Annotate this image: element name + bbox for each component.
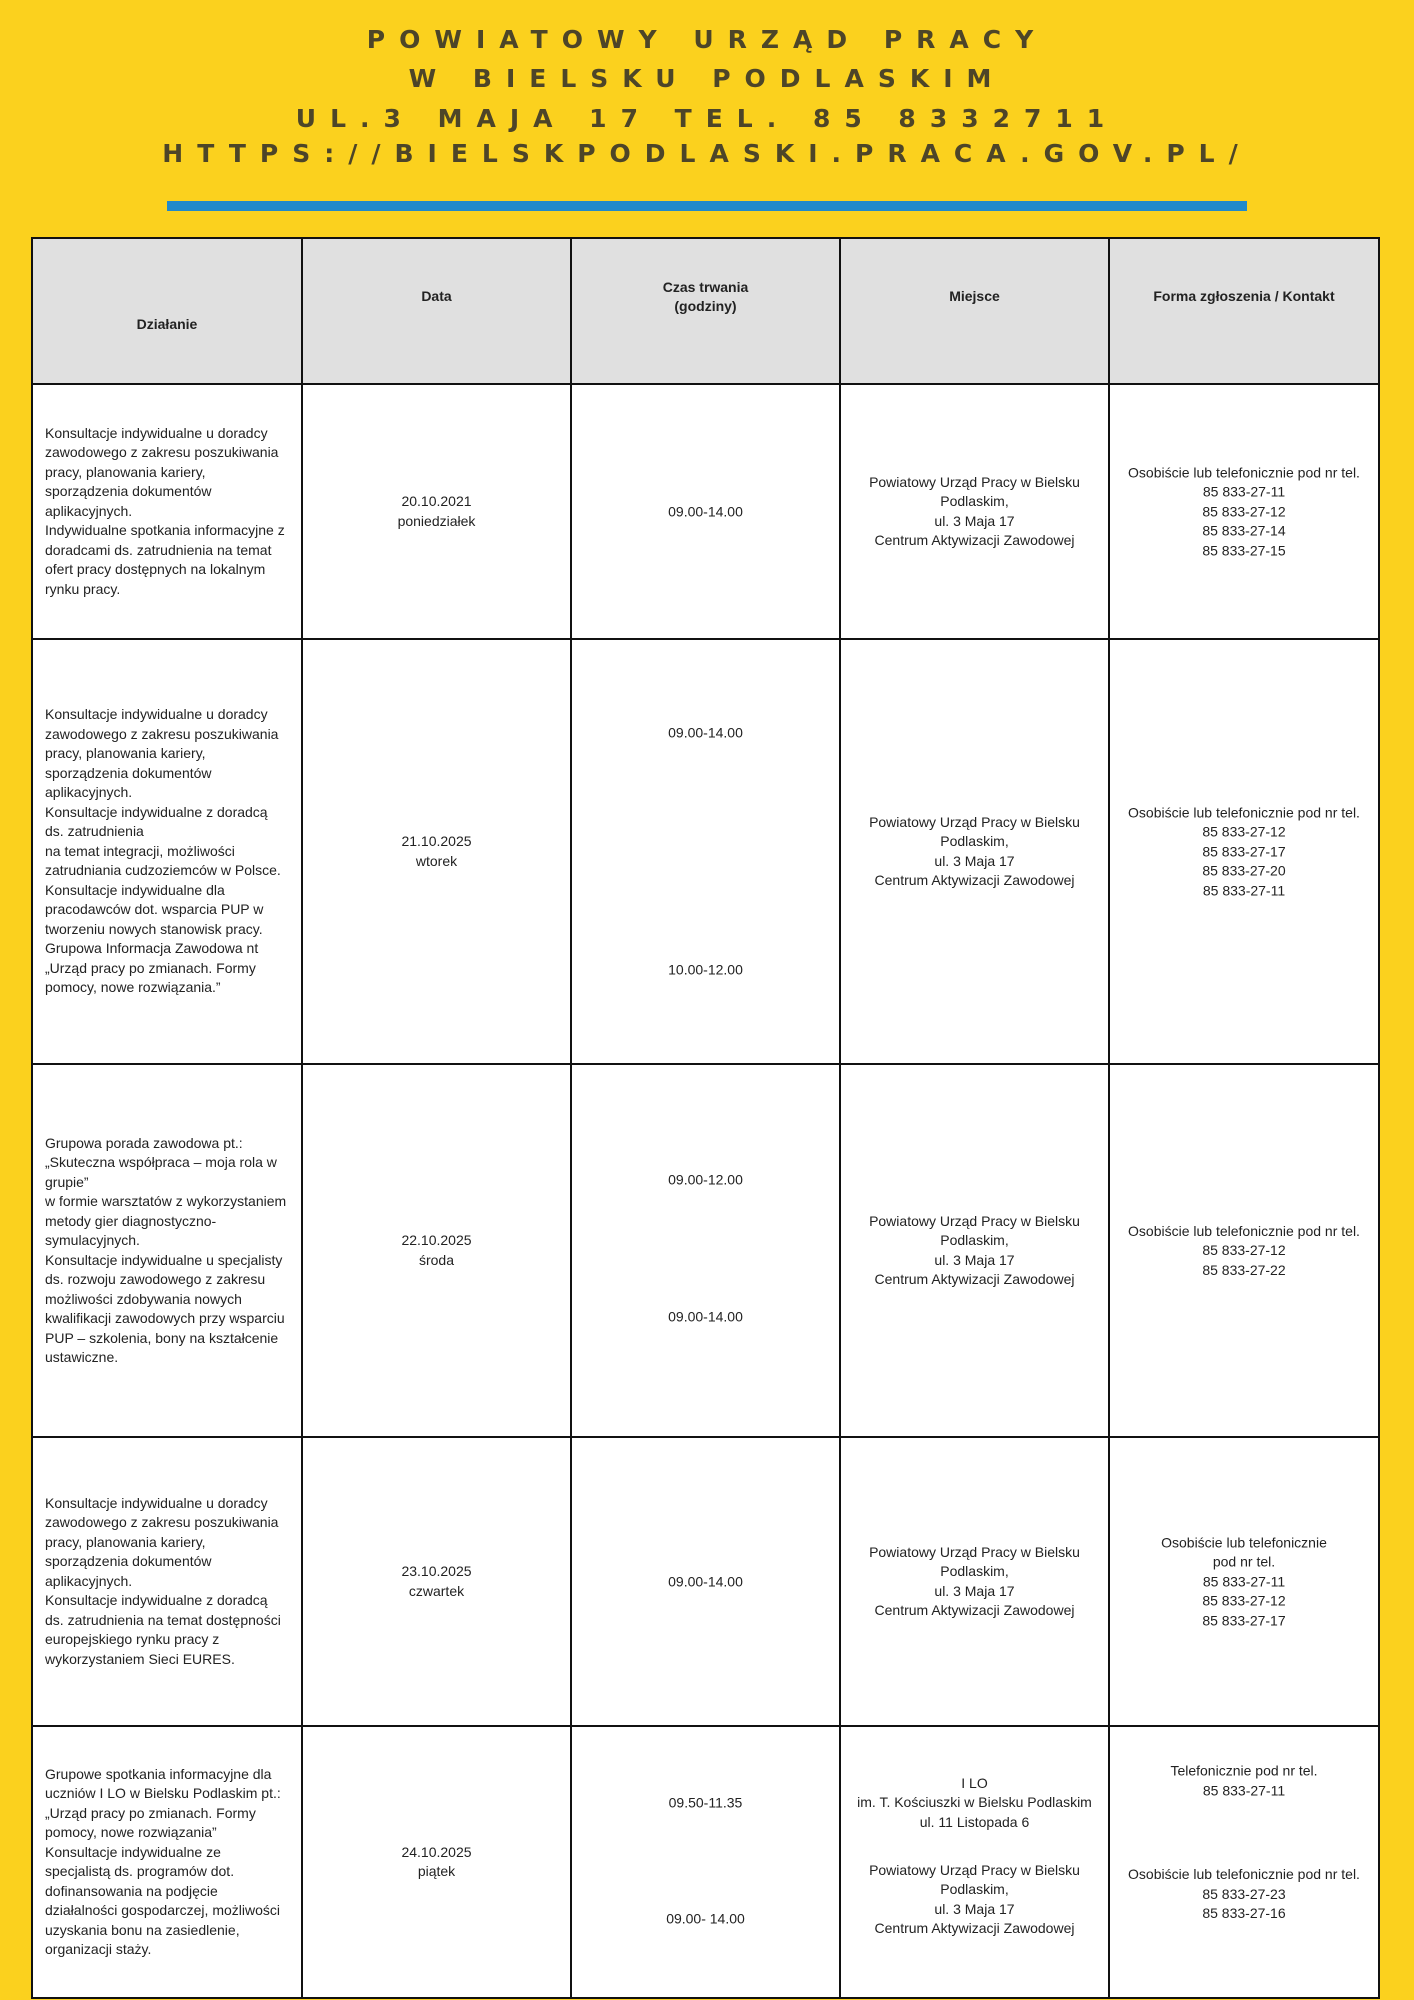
action-cell: Konsultacje indywidualne u doradcy zawod…	[31, 383, 303, 640]
duration-cell: 09.00-12.00 09.00-14.00	[570, 1063, 841, 1438]
table-row: Grupowa porada zawodowa pt.: „Skuteczna …	[31, 1063, 1380, 1438]
contact-text: Osobiście lub telefonicznie pod nr tel. …	[1128, 1222, 1360, 1278]
column-header-contact: Forma zgłoszenia / Kontakt	[1108, 237, 1380, 385]
table-row: Konsultacje indywidualne u doradcy zawod…	[31, 1436, 1380, 1727]
contact-cell: Osobiście lub telefonicznie pod nr tel. …	[1108, 1063, 1380, 1438]
contact-text: Osobiście lub telefonicznie pod nr tel. …	[1128, 463, 1360, 558]
accent-divider	[167, 201, 1247, 211]
contact-text: Osobiście lub telefonicznie pod nr tel. …	[1161, 1533, 1327, 1628]
action-cell: Grupowa porada zawodowa pt.: „Skuteczna …	[31, 1063, 303, 1438]
contact-text: Telefonicznie pod nr tel. 85 833-27-11	[1170, 1762, 1318, 1799]
table-header-row: Działanie Data Czas trwania (godziny) Mi…	[31, 237, 1380, 385]
column-header-place: Miejsce	[839, 237, 1110, 385]
time-range: 09.00-14.00	[668, 502, 743, 519]
time-range: 09.50-11.35	[668, 1793, 743, 1810]
contact-cell: Telefonicznie pod nr tel. 85 833-27-11 Os…	[1108, 1725, 1380, 1999]
place-text: Powiatowy Urząd Pracy w Bielsku Podlaski…	[869, 1861, 1080, 1937]
contact-text: Osobiście lub telefonicznie pod nr tel. …	[1128, 1866, 1360, 1922]
time-range: 09.00- 14.00	[666, 1909, 745, 1926]
action-cell: Grupowe spotkania informacyjne dla uczni…	[31, 1725, 303, 1999]
duration-cell: 09.50-11.35 09.00- 14.00	[570, 1725, 841, 1999]
place-cell: Powiatowy Urząd Pracy w Bielsku Podlaski…	[839, 1436, 1110, 1727]
date-cell: 23.10.2025 czwartek	[301, 1436, 572, 1727]
place-text: I LO im. T. Kościuszki w Bielsku Podlask…	[857, 1774, 1092, 1830]
table-row: Konsultacje indywidualne u doradcy zawod…	[31, 638, 1380, 1065]
table-row: Konsultacje indywidualne u doradcy zawod…	[31, 383, 1380, 640]
contact-cell: Osobiście lub telefonicznie pod nr tel. …	[1108, 1436, 1380, 1727]
header-title-line: POWIATOWY URZĄD PRACY	[366, 25, 1048, 54]
duration-cell: 09.00-14.00	[570, 383, 841, 640]
column-header-date: Data	[301, 237, 572, 385]
place-cell: Powiatowy Urząd Pracy w Bielsku Podlaski…	[839, 1063, 1110, 1438]
time-range: 10.00-12.00	[668, 961, 743, 978]
time-range: 09.00-12.00	[668, 1171, 743, 1188]
place-cell: I LO im. T. Kościuszki w Bielsku Podlask…	[839, 1725, 1110, 1999]
date-cell: 24.10.2025 piątek	[301, 1725, 572, 1999]
time-range: 09.00-14.00	[668, 1572, 743, 1589]
place-text: Powiatowy Urząd Pracy w Bielsku Podlaski…	[869, 1212, 1080, 1288]
action-cell: Konsultacje indywidualne u doradcy zawod…	[31, 1436, 303, 1727]
place-text: Powiatowy Urząd Pracy w Bielsku Podlaski…	[869, 1543, 1080, 1619]
column-header-duration: Czas trwania (godziny)	[570, 237, 841, 385]
contact-cell: Osobiście lub telefonicznie pod nr tel. …	[1108, 383, 1380, 640]
schedule-table: Działanie Data Czas trwania (godziny) Mi…	[31, 237, 1380, 1999]
contact-text: Osobiście lub telefonicznie pod nr tel. …	[1128, 803, 1360, 898]
action-cell: Konsultacje indywidualne u doradcy zawod…	[31, 638, 303, 1065]
column-header-action: Działanie	[31, 237, 303, 385]
time-range: 09.00-14.00	[668, 724, 743, 741]
date-cell: 21.10.2025 wtorek	[301, 638, 572, 1065]
header-address-line: UL.3 MAJA 17 TEL. 85 8332711	[295, 104, 1119, 133]
place-cell: Powiatowy Urząd Pracy w Bielsku Podlaski…	[839, 638, 1110, 1065]
date-cell: 22.10.2025 środa	[301, 1063, 572, 1438]
place-text: Powiatowy Urząd Pracy w Bielsku Podlaski…	[869, 473, 1080, 549]
place-text: Powiatowy Urząd Pracy w Bielsku Podlaski…	[869, 813, 1080, 889]
place-cell: Powiatowy Urząd Pracy w Bielsku Podlaski…	[839, 383, 1110, 640]
duration-cell: 09.00-14.00 10.00-12.00	[570, 638, 841, 1065]
time-range: 09.00-14.00	[668, 1308, 743, 1325]
table-row: Grupowe spotkania informacyjne dla uczni…	[31, 1725, 1380, 1999]
header-subtitle-line: W BIELSKU PODLASKIM	[408, 64, 1006, 93]
contact-cell: Osobiście lub telefonicznie pod nr tel. …	[1108, 638, 1380, 1065]
date-cell: 20.10.2021 poniedziałek	[301, 383, 572, 640]
header-url-line: HTTPS://BIELSKPODLASKI.PRACA.GOV.PL/	[162, 139, 1252, 168]
duration-cell: 09.00-14.00	[570, 1436, 841, 1727]
